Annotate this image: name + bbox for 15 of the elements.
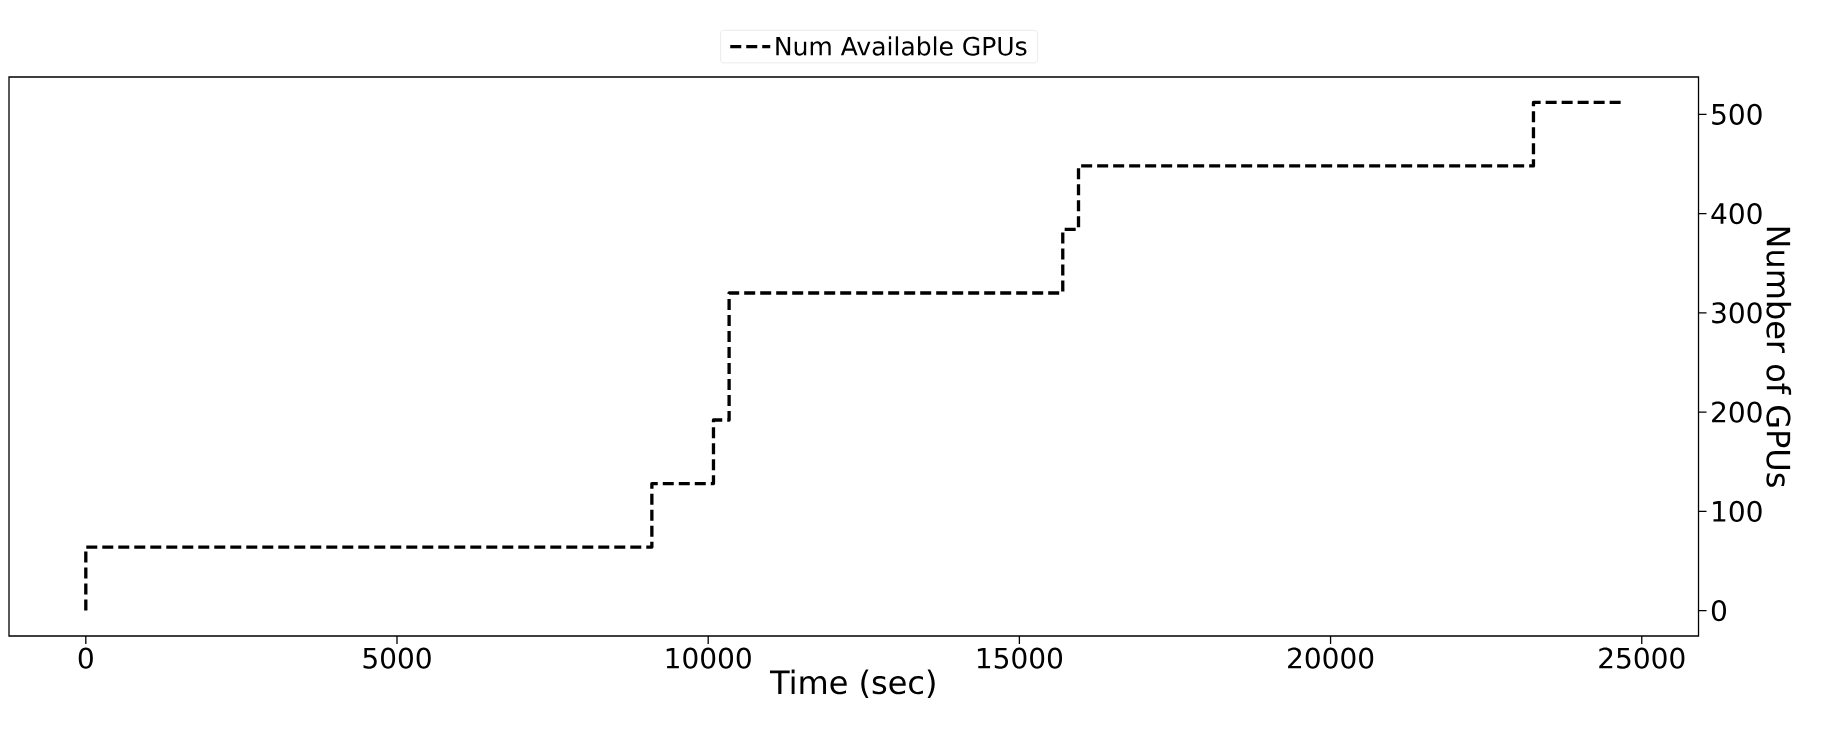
x-tick-label: 5000 [363,647,431,669]
x-tick-label: 0 [78,647,93,669]
y-tick-label: 300 [1712,302,1762,324]
x-axis-title: Time (sec) [769,669,935,699]
y-axis-title: Number of GPUs [1766,227,1792,487]
y-tick-label: 200 [1712,401,1762,423]
y-tick-label: 0 [1711,600,1727,622]
y-tick-label: 100 [1713,500,1762,522]
x-tick-label: 25000 [1599,647,1685,669]
x-tick-label: 10000 [666,647,751,669]
x-tick-label: 20000 [1288,647,1374,669]
y-tick-label: 500 [1712,103,1762,125]
legend-label: Num Available GPUs [776,36,1027,56]
x-tick-label: 15000 [977,647,1063,669]
y-tick-label: 400 [1711,202,1762,225]
